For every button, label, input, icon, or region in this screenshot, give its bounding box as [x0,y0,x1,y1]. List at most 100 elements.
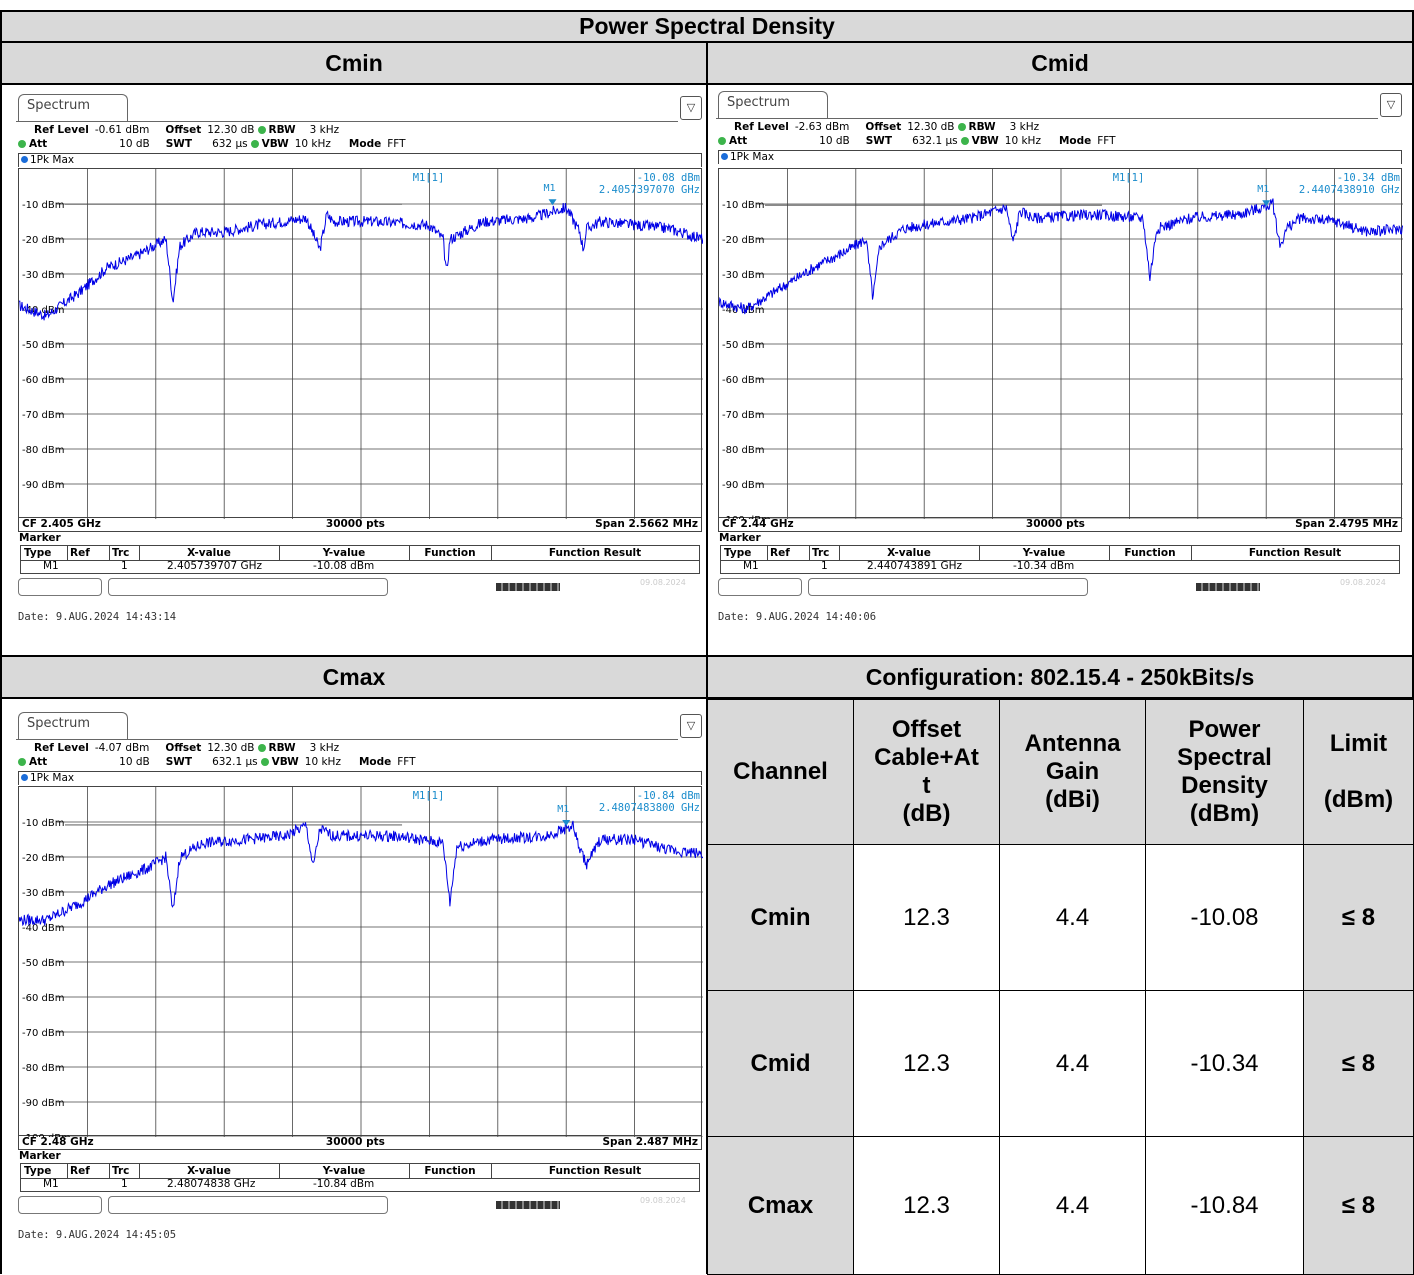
swt-label: SWT [165,138,193,150]
status-input-main[interactable] [108,578,388,596]
offset-value: 12.30 dB [207,742,255,754]
vbw-label: VBW [271,756,299,768]
y-tick-label: -70 dBm [22,410,64,421]
col-gain: Antenna Gain (dBi) [999,699,1146,845]
spectrum-plot: -10 dBm -20 dBm -30 dBm -40 dBm -50 dBm -60 d… [18,168,704,519]
center-frequency: CF 2.44 GHz [722,518,794,530]
rbw-indicator-icon [257,744,266,752]
rbw-indicator-icon [257,126,266,134]
swt-label: SWT [165,756,193,768]
spectrum-plot: -10 dBm -20 dBm -30 dBm -40 dBm -50 dBm -60 d… [718,168,1404,526]
page-title: Power Spectral Density [0,10,1414,43]
trace-indicator-icon [721,153,728,160]
trace-label: 1Pk Max [30,772,75,784]
marker-table-header: Trc [112,547,130,559]
spectrum-plot-svg: -10 dBm-20 dBm-30 dBm-40 dBm-50 dBm-60 d… [718,169,1404,526]
marker-readout-label: M1[1] [1112,172,1145,184]
settings-dropdown-icon[interactable]: ▽ [680,96,702,120]
vbw-value: 10 kHz [1004,135,1041,147]
marker-table-header: X-value [187,1165,231,1177]
rbw-value: 3 kHz [1009,121,1040,133]
axis-footer: CF 2.405 GHz 30000 pts Span 2.5662 MHz [18,518,702,532]
status-input-main[interactable] [808,578,1088,596]
rbw-value: 3 kHz [309,124,340,136]
table-row: Cmid 12.3 4.4 -10.34 ≤ 8 [707,990,1414,1137]
swt-label: SWT [865,135,893,147]
status-progress-bar [496,1201,560,1209]
marker-readout-level: -10.34 dBm [1336,172,1400,184]
y-tick-label: -80 dBm [722,445,764,456]
y-tick-label: -80 dBm [22,1063,64,1074]
rbw-value: 3 kHz [309,742,340,754]
marker-table-header: X-value [187,547,231,559]
marker-table: Type Ref Trc X-value Y-value Function Function… [720,545,1400,574]
att-label: Att [29,756,48,768]
y-tick-label: -20 dBm [22,853,64,864]
status-input-main[interactable] [108,1196,388,1214]
spectrum-panel-cmid: Spectrum ▽ Ref Level -2.63 dBm Offset 12.30 d… [716,91,1404,651]
spectrum-tab[interactable]: Spectrum [18,712,128,740]
y-tick-label: -20 dBm [22,235,64,246]
status-input-left[interactable] [718,578,802,596]
marker-table-header: Function Result [548,1165,642,1177]
mode-label: Mode [348,138,382,150]
y-tick-label: -10 dBm [22,818,64,829]
settings-dropdown-icon[interactable]: ▽ [1380,93,1402,117]
spectrum-plot-svg: -10 dBm-20 dBm-30 dBm-40 dBm-50 dBm-60 d… [19,169,704,519]
trace-indicator-icon [21,156,28,163]
settings-row-1: Ref Level -0.61 dBm Offset 12.30 dB RBW 3 kHz [34,124,339,136]
marker-table-header: Type [24,547,52,559]
att-label: Att [29,138,48,150]
trace-label: 1Pk Max [30,154,75,166]
offset-label: Offset [865,121,902,133]
table-row: Cmin 12.3 4.4 -10.08 ≤ 8 [707,844,1414,991]
att-value: 10 dB [819,135,850,147]
config-header-row: Channel Offset Cable+At t (dB) Antenna G… [707,699,1414,845]
marker-m1[interactable] [562,819,571,826]
spectrum-panel-cmin: Spectrum ▽ Ref Level -0.61 dBm Offset 12.30 d… [16,94,704,654]
panel-header-cmid: Cmid [706,41,1414,85]
marker-tag: M1 [543,183,556,195]
y-tick-label: -70 dBm [722,410,764,421]
marker-table-header: Type [724,547,752,559]
row-psd: -10.34 [1145,990,1304,1137]
panel-header-cmax: Cmax [0,655,708,699]
marker-m1[interactable] [548,199,557,206]
spectrum-tab[interactable]: Spectrum [18,94,128,122]
ref-level-value: -4.07 dBm [94,742,150,754]
marker-table-header: Function [1124,547,1176,559]
status-input-left[interactable] [18,578,102,596]
y-tick-label: -60 dBm [22,375,64,386]
y-tick-label: -50 dBm [22,340,64,351]
row-limit: ≤ 8 [1303,990,1414,1137]
vbw-value: 10 kHz [294,138,331,150]
spectrum-panel-cmax: Spectrum ▽ Ref Level -4.07 dBm Offset 12.30 d… [16,712,704,1272]
y-tick-label: -30 dBm [22,888,64,899]
row-gain: 4.4 [999,844,1146,991]
marker-table-header: Ref [70,547,90,559]
marker-xvalue: 2.405739707 GHz [167,560,263,572]
status-input-left[interactable] [18,1196,102,1214]
marker-table-header: Trc [812,547,830,559]
settings-row-2: Att 10 dB SWT 632.1 µs VBW 10 kHz Mode FFT [718,135,1116,147]
rbw-label: RBW [268,742,296,754]
marker-table-header: X-value [887,547,931,559]
axis-footer: CF 2.44 GHz 30000 pts Span 2.4795 MHz [718,518,1402,532]
marker-table-header: Type [24,1165,52,1177]
mode-value: FFT [397,756,416,768]
offset-value: 12.30 dB [907,121,955,133]
marker-type: M1 [43,560,59,572]
panel-header-cmin: Cmin [0,41,708,85]
row-psd: -10.08 [1145,844,1304,991]
marker-m1[interactable] [1262,200,1271,207]
mode-value: FFT [1097,135,1116,147]
status-date: 09.08.2024 [640,578,686,587]
att-value: 10 dB [119,138,150,150]
marker-table-header: Function Result [548,547,642,559]
trace-line [19,203,704,321]
settings-dropdown-icon[interactable]: ▽ [680,714,702,738]
marker-table-header: Function Result [1248,547,1342,559]
points-count: 30000 pts [325,1136,385,1148]
att-indicator-icon [18,140,26,148]
spectrum-tab[interactable]: Spectrum [718,91,828,119]
